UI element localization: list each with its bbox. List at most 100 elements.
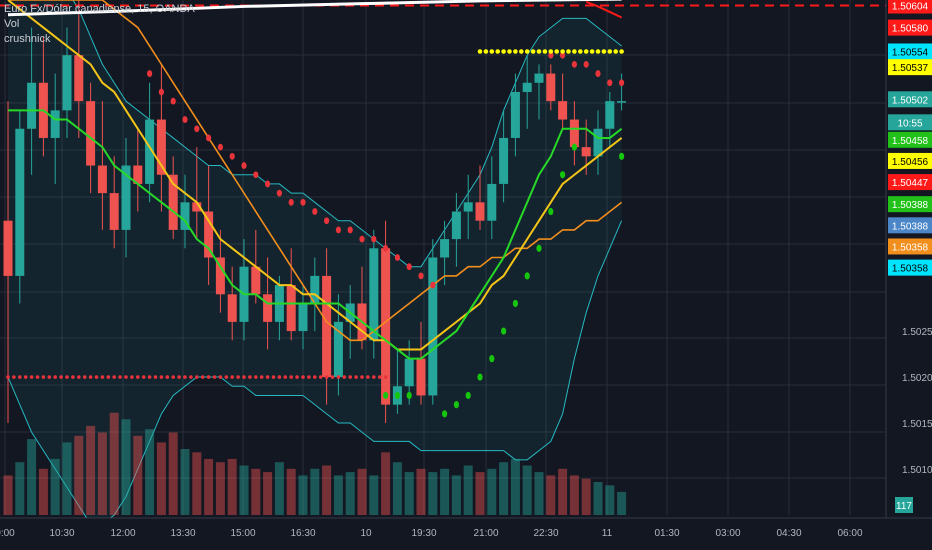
price-tag-label: 1.50447 — [892, 178, 929, 189]
moving-average-white — [7, 0, 622, 17]
volume-bar — [286, 468, 296, 515]
volume-bar — [581, 478, 591, 515]
sar-dot-green — [536, 244, 542, 252]
sar-dot-green — [453, 401, 459, 409]
pivot-dot-red — [59, 375, 63, 379]
volume-bar — [381, 452, 391, 515]
pivot-dot-red — [118, 375, 122, 379]
pivot-dot-yellow — [524, 49, 530, 54]
price-tag-label: 1.50358 — [892, 242, 929, 253]
pivot-dot-yellow — [530, 49, 536, 54]
candle-body — [97, 165, 107, 194]
sar-dot-red — [548, 51, 554, 59]
pivot-dot-red — [301, 375, 305, 379]
volume-bar — [133, 435, 143, 515]
pivot-dot-red — [41, 375, 46, 379]
candle-body — [86, 101, 96, 166]
volume-bar — [510, 458, 520, 515]
candle-body — [381, 248, 391, 405]
candle-body — [180, 202, 190, 230]
volume-bar — [239, 465, 249, 515]
volume-bar — [487, 468, 497, 515]
pivot-dot-red — [47, 375, 52, 379]
sar-dot-green — [406, 391, 412, 400]
pivot-dot-yellow — [501, 49, 506, 54]
candle-body — [605, 101, 615, 129]
pivot-dot-yellow — [513, 49, 518, 54]
volume-bar — [333, 475, 343, 515]
candle-body — [463, 202, 473, 212]
volume-bar — [345, 472, 355, 515]
sar-dot-red — [182, 116, 188, 123]
volume-tag — [895, 497, 913, 513]
sar-dot-red — [253, 171, 259, 179]
volume-bar — [569, 475, 579, 515]
volume-bar — [451, 475, 461, 515]
volume-bar — [263, 472, 273, 515]
pivot-dot-yellow — [519, 49, 524, 54]
pivot-dot-red — [18, 375, 22, 379]
candle-body — [50, 110, 60, 138]
pivot-dot-red — [189, 375, 193, 379]
candle-body — [74, 55, 84, 102]
price-tag-label: 1.50358 — [892, 264, 929, 275]
price-tick-label: 1.50200 — [902, 373, 932, 384]
volume-bar — [38, 468, 48, 515]
volume-bar — [593, 482, 603, 515]
pivot-dot-red — [124, 375, 128, 379]
candle-body — [27, 82, 37, 129]
pivot-dot-red — [372, 375, 376, 379]
candle-body — [369, 248, 379, 341]
volume-indicator-label: Vol — [4, 18, 20, 30]
volume-bar — [392, 462, 402, 515]
candle-body — [168, 174, 178, 230]
volume-bar — [475, 472, 485, 515]
pivot-dot-yellow — [495, 49, 501, 54]
pivot-dot-yellow — [572, 49, 577, 54]
time-tick-label: 16:30 — [290, 528, 315, 539]
price-tag — [888, 152, 932, 169]
time-tick-label: 01:30 — [654, 528, 679, 539]
pivot-dot-red — [82, 375, 87, 379]
volume-bar — [298, 475, 308, 515]
pivot-dot-yellow — [578, 49, 583, 54]
candle-body — [310, 275, 320, 304]
moving-average-yellow — [7, 0, 623, 351]
candle-body — [428, 257, 438, 396]
time-tick-label: 12:00 — [110, 528, 135, 539]
pivot-dot-red — [212, 375, 217, 379]
pivot-dot-red — [230, 375, 234, 379]
sar-dot-red — [170, 97, 176, 105]
pivot-dot-red — [130, 375, 134, 379]
pivot-dot-red — [254, 375, 258, 379]
volume-bar — [215, 462, 225, 515]
pivot-dot-red — [195, 375, 199, 379]
candle-body — [593, 128, 603, 157]
pivot-dot-red — [183, 375, 187, 379]
pivot-dot-red — [271, 375, 276, 379]
pivot-dot-yellow — [554, 49, 559, 54]
sar-dot-red — [241, 162, 247, 169]
candle-body — [251, 266, 261, 295]
sar-dot-red — [194, 125, 200, 133]
pivot-dot-red — [366, 375, 370, 379]
pivot-dot-yellow — [507, 49, 512, 54]
sar-dot-red — [583, 60, 589, 68]
candle-body — [133, 165, 143, 184]
volume-bar — [192, 452, 202, 515]
sar-dot-red — [312, 208, 318, 215]
pivot-dot-red — [136, 375, 140, 379]
candle-body — [322, 275, 332, 378]
sar-dot-green — [442, 410, 448, 418]
price-tag — [888, 196, 932, 213]
price-tag — [888, 43, 932, 60]
volume-bar — [86, 425, 96, 515]
time-tick-label: 06:00 — [837, 528, 862, 539]
pivot-dot-red — [153, 375, 158, 379]
pivot-dot-red — [71, 375, 75, 379]
time-axis-panel — [0, 518, 932, 550]
time-tick-label: 21:00 — [473, 528, 498, 539]
sar-dot-green — [571, 143, 578, 151]
